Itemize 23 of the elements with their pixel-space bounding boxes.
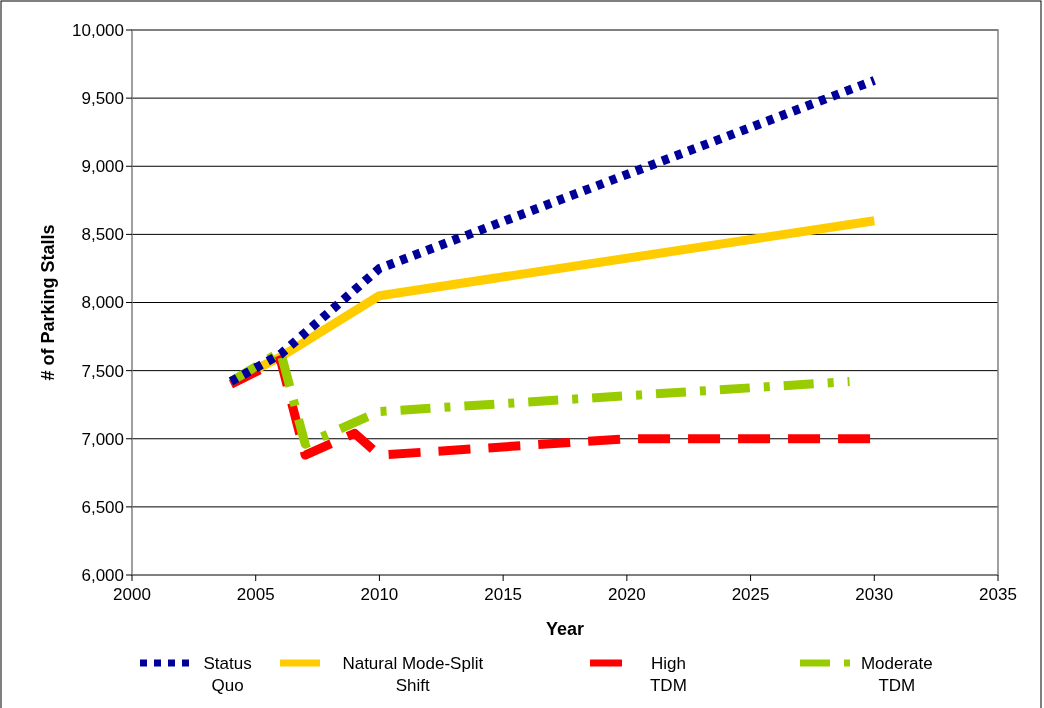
x-tick-label: 2005 xyxy=(236,585,275,604)
x-tick-label: 2000 xyxy=(113,585,151,604)
y-tick-label: 6,000 xyxy=(81,565,124,585)
legend-label: High TDM xyxy=(649,654,687,695)
x-tick-label: 2015 xyxy=(484,585,523,604)
x-tick-label: 2010 xyxy=(360,585,399,604)
x-tick-label: 2035 xyxy=(979,585,1017,604)
x-tick-label: 2025 xyxy=(731,585,770,604)
x-axis-title: Year xyxy=(545,619,585,639)
legend-label: Natural Mode-Split Shift xyxy=(342,654,484,695)
y-tick-label: 8,500 xyxy=(81,225,124,245)
legend-label: Moderate TDM xyxy=(860,654,933,695)
y-tick-label: 6,500 xyxy=(81,497,124,517)
x-tick-label: 2020 xyxy=(607,585,646,604)
y-tick-label: 9,500 xyxy=(81,89,124,109)
y-tick-label: 8,000 xyxy=(81,293,124,313)
x-tick-label: 2030 xyxy=(855,585,894,604)
y-tick-label: 7,000 xyxy=(81,429,124,449)
y-tick-label: 7,500 xyxy=(81,361,124,381)
legend-label: Status Quo xyxy=(203,654,252,695)
y-axis-title: # of Parking Stalls xyxy=(38,224,58,381)
y-tick-label: 10,000 xyxy=(72,20,124,40)
y-tick-label: 9,000 xyxy=(81,157,124,177)
